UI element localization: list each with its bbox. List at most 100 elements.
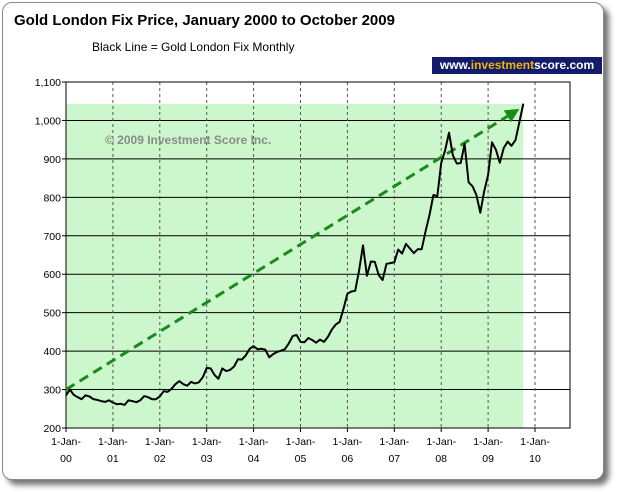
x-tick-label-year: 04 <box>248 453 260 465</box>
data-point <box>272 353 274 355</box>
data-point <box>413 252 415 254</box>
data-point <box>139 399 141 401</box>
x-tick-label: 1-Jan- <box>473 436 503 448</box>
data-point <box>346 293 348 295</box>
data-point <box>77 396 79 398</box>
data-point <box>96 399 98 401</box>
x-tick-label-year: 00 <box>60 453 72 465</box>
data-point <box>221 367 223 370</box>
data-point <box>135 401 137 403</box>
x-tick-label: 1-Jan- <box>192 436 222 448</box>
data-point <box>311 339 313 341</box>
data-point <box>100 400 102 402</box>
x-tick-label: 1-Jan- <box>98 436 128 448</box>
shaded-region <box>66 103 524 428</box>
x-tick-label: 1-Jan- <box>379 436 409 448</box>
data-point <box>65 394 67 396</box>
data-point <box>229 369 231 371</box>
data-point <box>335 323 337 326</box>
data-point <box>280 350 282 352</box>
data-point <box>342 308 345 310</box>
data-point <box>155 398 157 400</box>
data-point <box>338 321 341 323</box>
data-point <box>124 404 126 406</box>
data-point <box>483 190 485 192</box>
data-point <box>362 244 364 246</box>
data-point <box>428 214 431 216</box>
data-point <box>401 252 403 255</box>
data-point <box>295 334 298 336</box>
data-point <box>143 395 145 397</box>
data-point <box>167 391 169 393</box>
data-point <box>440 162 442 164</box>
data-point <box>190 381 192 383</box>
y-tick-label: 200 <box>43 423 61 435</box>
data-point <box>233 365 235 368</box>
data-point <box>206 367 208 369</box>
data-point <box>104 401 106 403</box>
x-tick-label: 1-Jan- <box>145 436 175 448</box>
data-point <box>260 348 263 350</box>
data-point <box>397 249 399 251</box>
data-point <box>159 395 161 398</box>
data-point <box>424 230 427 232</box>
chart-subtitle: Black Line = Gold London Fix Monthly <box>92 40 295 54</box>
data-point <box>288 342 290 345</box>
data-point <box>350 290 352 293</box>
x-tick-label-year: 01 <box>107 453 119 465</box>
brand-suffix: score.com <box>534 58 595 72</box>
data-point <box>366 275 368 277</box>
data-point <box>256 348 259 350</box>
brand-link[interactable]: www.investmentscore.com <box>432 57 602 74</box>
data-point <box>319 338 321 341</box>
data-point <box>456 162 458 165</box>
data-point <box>393 261 395 263</box>
data-point <box>417 248 419 250</box>
data-point <box>378 274 380 276</box>
data-point <box>249 348 251 350</box>
data-point <box>116 403 118 405</box>
data-point <box>182 383 184 385</box>
data-point <box>299 341 302 343</box>
data-point <box>120 403 122 405</box>
data-point <box>518 121 520 123</box>
data-point <box>448 132 450 134</box>
x-tick-label-year: 03 <box>201 453 213 465</box>
data-point <box>292 335 294 337</box>
data-point <box>323 341 325 343</box>
trend-arrow-line <box>65 115 509 391</box>
data-point <box>202 376 204 378</box>
data-point <box>499 162 501 164</box>
x-tick-label-year: 10 <box>529 453 541 465</box>
data-point <box>241 358 243 361</box>
data-point <box>69 388 71 391</box>
data-point <box>464 143 466 145</box>
data-point <box>88 395 91 398</box>
y-tick-label: 400 <box>43 346 61 358</box>
data-point <box>327 336 329 338</box>
data-point <box>358 269 360 271</box>
data-point <box>170 388 173 390</box>
data-point <box>307 337 309 339</box>
x-tick-label-year: 09 <box>482 453 494 465</box>
data-point <box>331 328 333 331</box>
data-point <box>151 398 153 400</box>
x-tick-label: 1-Jan- <box>239 436 269 448</box>
data-point <box>487 174 489 176</box>
data-point <box>276 351 278 353</box>
data-point <box>245 354 247 356</box>
brand-highlight: investment <box>470 58 535 72</box>
data-point <box>370 260 372 263</box>
chart-title: Gold London Fix Price, January 2000 to O… <box>14 12 395 29</box>
data-point <box>174 383 177 385</box>
data-point <box>475 194 477 196</box>
data-point <box>194 382 196 385</box>
data-point <box>163 390 165 392</box>
x-tick-label-year: 05 <box>295 453 307 465</box>
data-point <box>405 243 407 245</box>
data-point <box>444 149 446 152</box>
data-point <box>131 400 134 402</box>
data-point <box>112 402 114 404</box>
data-point <box>92 398 94 400</box>
